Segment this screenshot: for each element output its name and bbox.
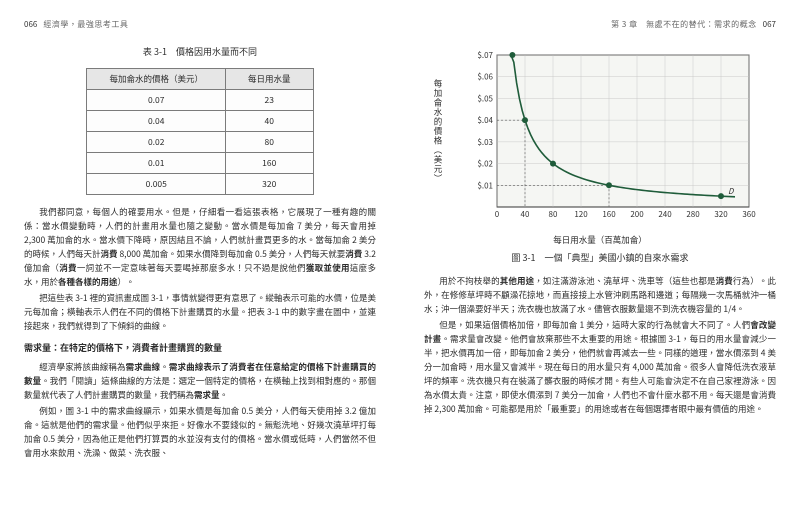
left-page-header: 066 經濟學，最強思考工具 — [24, 18, 376, 31]
table-cell: 0.02 — [87, 132, 226, 153]
demand-chart: 每加侖水的價格（美元） 0 40 80 120 160 200 240 280 320 360 $.… — [424, 45, 776, 245]
svg-text:240: 240 — [658, 209, 672, 220]
svg-text:$.07: $.07 — [477, 50, 493, 61]
table-row: 0.0723 — [87, 90, 313, 111]
right-running-title: 第 3 章 無處不在的替代：需求的概念 — [611, 18, 757, 31]
table-row: 0.0280 — [87, 132, 313, 153]
svg-text:$.05: $.05 — [477, 94, 493, 105]
table-cell: 320 — [226, 174, 314, 195]
section-heading: 需求量：在特定的價格下，消費者計畫購買的數量 — [24, 341, 376, 356]
left-para-2: 把這些表 3-1 裡的資訊畫成圖 3-1，事情就變得更有意思了。縱軸表示可能的水… — [24, 291, 376, 333]
svg-text:$.03: $.03 — [477, 137, 493, 148]
right-para-2: 但是，如果這個價格加倍，即每加侖 1 美分，這時大家的行為就會大不同了。人們會改… — [424, 318, 776, 416]
right-page: 第 3 章 無處不在的替代：需求的概念 067 每加侖水的價格（美元） 0 40 8… — [400, 0, 800, 519]
svg-text:360: 360 — [742, 209, 756, 220]
svg-text:$.01: $.01 — [477, 180, 493, 191]
y-axis-label: 每加侖水的價格（美元） — [431, 79, 445, 184]
table-cell: 40 — [226, 111, 314, 132]
table-cell: 23 — [226, 90, 314, 111]
svg-text:200: 200 — [630, 209, 644, 220]
left-page-number: 066 — [24, 18, 37, 31]
table-row: 0.005320 — [87, 174, 313, 195]
right-page-header: 第 3 章 無處不在的替代：需求的概念 067 — [424, 18, 776, 31]
svg-text:320: 320 — [714, 209, 728, 220]
table-header: 每加侖水的價格（美元） — [87, 69, 226, 90]
svg-text:$.06: $.06 — [477, 72, 493, 83]
right-page-number: 067 — [763, 18, 776, 31]
svg-text:$.02: $.02 — [477, 159, 493, 170]
table-header: 每日用水量 — [226, 69, 314, 90]
left-para-4: 例如，圖 3-1 中的需求曲線顯示，如果水價是每加侖 0.5 美分，人們每天使用… — [24, 404, 376, 460]
svg-text:160: 160 — [602, 209, 616, 220]
right-para-1: 用於不拘枝舉的其他用途，如注滿游泳池、澆草坪、洗車等（這些也都是消費行為）。此外… — [424, 274, 776, 316]
table-caption: 表 3-1 價格因用水量而不同 — [24, 45, 376, 60]
svg-text:0: 0 — [495, 209, 500, 220]
svg-text:80: 80 — [549, 209, 558, 220]
left-para-3: 經濟學家將該曲線稱為需求曲線。需求曲線表示了消費者在任意給定的價格下計畫購買的數… — [24, 360, 376, 402]
table-row: 0.0440 — [87, 111, 313, 132]
left-running-title: 經濟學，最強思考工具 — [43, 18, 128, 31]
x-axis-label: 每日用水量（百萬加侖） — [435, 233, 765, 247]
table-cell: 160 — [226, 153, 314, 174]
table-cell: 0.07 — [87, 90, 226, 111]
price-quantity-table: 每加侖水的價格（美元）每日用水量 0.07230.04400.02800.011… — [86, 68, 313, 195]
left-page: 066 經濟學，最強思考工具 表 3-1 價格因用水量而不同 每加侖水的價格（美… — [0, 0, 400, 519]
table-row: 0.01160 — [87, 153, 313, 174]
table-cell: 0.005 — [87, 174, 226, 195]
svg-text:$.04: $.04 — [477, 115, 493, 126]
table-cell: 0.01 — [87, 153, 226, 174]
svg-text:280: 280 — [686, 209, 700, 220]
svg-text:120: 120 — [574, 209, 588, 220]
figure-caption: 圖 3-1 一個「典型」美國小鎮的自來水需求 — [424, 251, 776, 266]
left-para-1: 我們都同意，每個人的確要用水。但是，仔細看一看這張表格，它展現了一種有趣的關係：… — [24, 205, 376, 289]
table-cell: 80 — [226, 132, 314, 153]
table-cell: 0.04 — [87, 111, 226, 132]
svg-text:40: 40 — [521, 209, 530, 220]
demand-curve-plot: 0 40 80 120 160 200 240 280 320 360 $.01 $.02 $.03 $.… — [463, 49, 763, 229]
